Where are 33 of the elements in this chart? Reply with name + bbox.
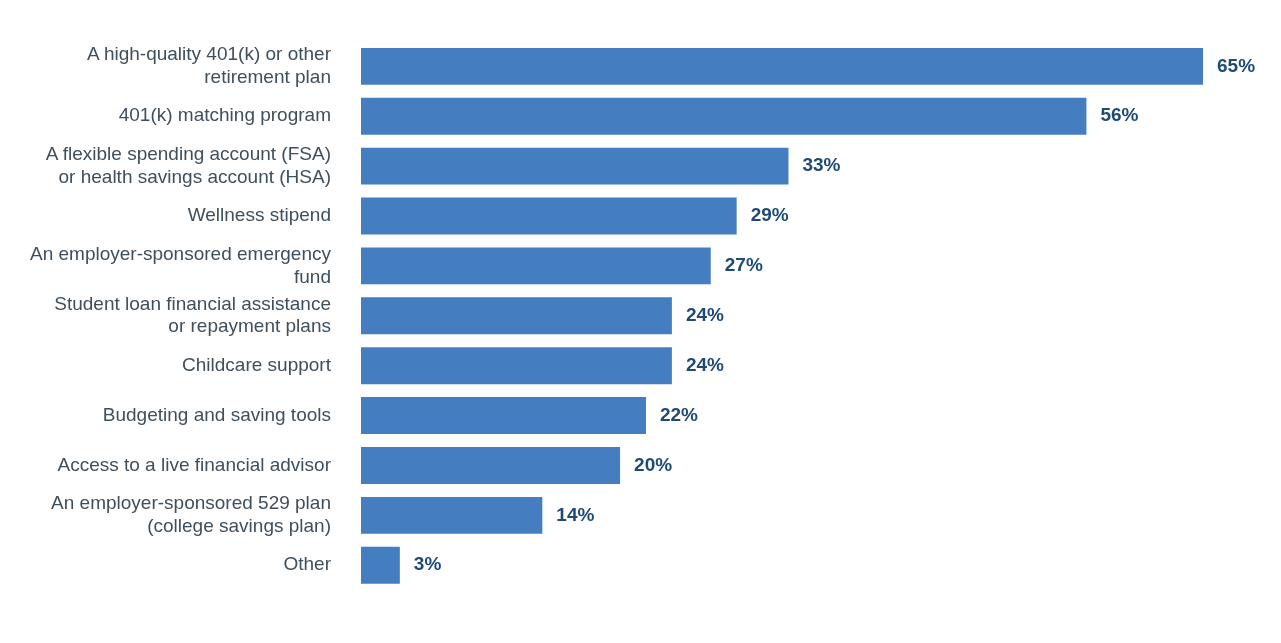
y-tick-label: Student loan financial assistance or repayment plans [54,292,331,337]
bar [360,47,1203,85]
data-label: 33% [802,154,841,176]
data-label: 3% [413,553,442,575]
y-tick-label: Wellness stipend [187,204,331,226]
data-label: 14% [556,503,595,525]
data-label: 56% [1100,104,1139,126]
y-tick-label: An employer-sponsored emergency fund [29,242,332,287]
y-tick-label: An employer-sponsored 529 plan (college savings plan) [51,492,331,536]
y-tick-label: Childcare support [182,353,332,375]
y-tick-label: 401(k) matching program [118,104,331,126]
bar [360,347,672,385]
data-label: 29% [750,204,789,226]
bar [360,297,672,335]
bar [360,147,789,185]
data-label: 22% [659,403,699,425]
bar [360,496,543,534]
y-tick-label: A high-quality 401(k) or other retirement plan [87,43,332,87]
bar [360,197,737,235]
y-tick-label: A flexible spending account (FSA) or health savings account (HSA) [45,142,331,187]
y-tick-label: Budgeting and saving tools [102,403,331,425]
bar [360,247,711,285]
data-label: 20% [634,453,673,475]
data-label: 24% [685,304,725,326]
data-label: 65% [1217,54,1256,76]
y-tick-label: Other [283,553,332,575]
bar [360,397,646,435]
data-label: 27% [724,254,763,276]
bar [360,447,621,484]
y-tick-label: Access to a live financial advisor [57,453,332,475]
data-label: 24% [685,353,725,375]
bar [360,546,400,584]
bar [360,97,1087,135]
